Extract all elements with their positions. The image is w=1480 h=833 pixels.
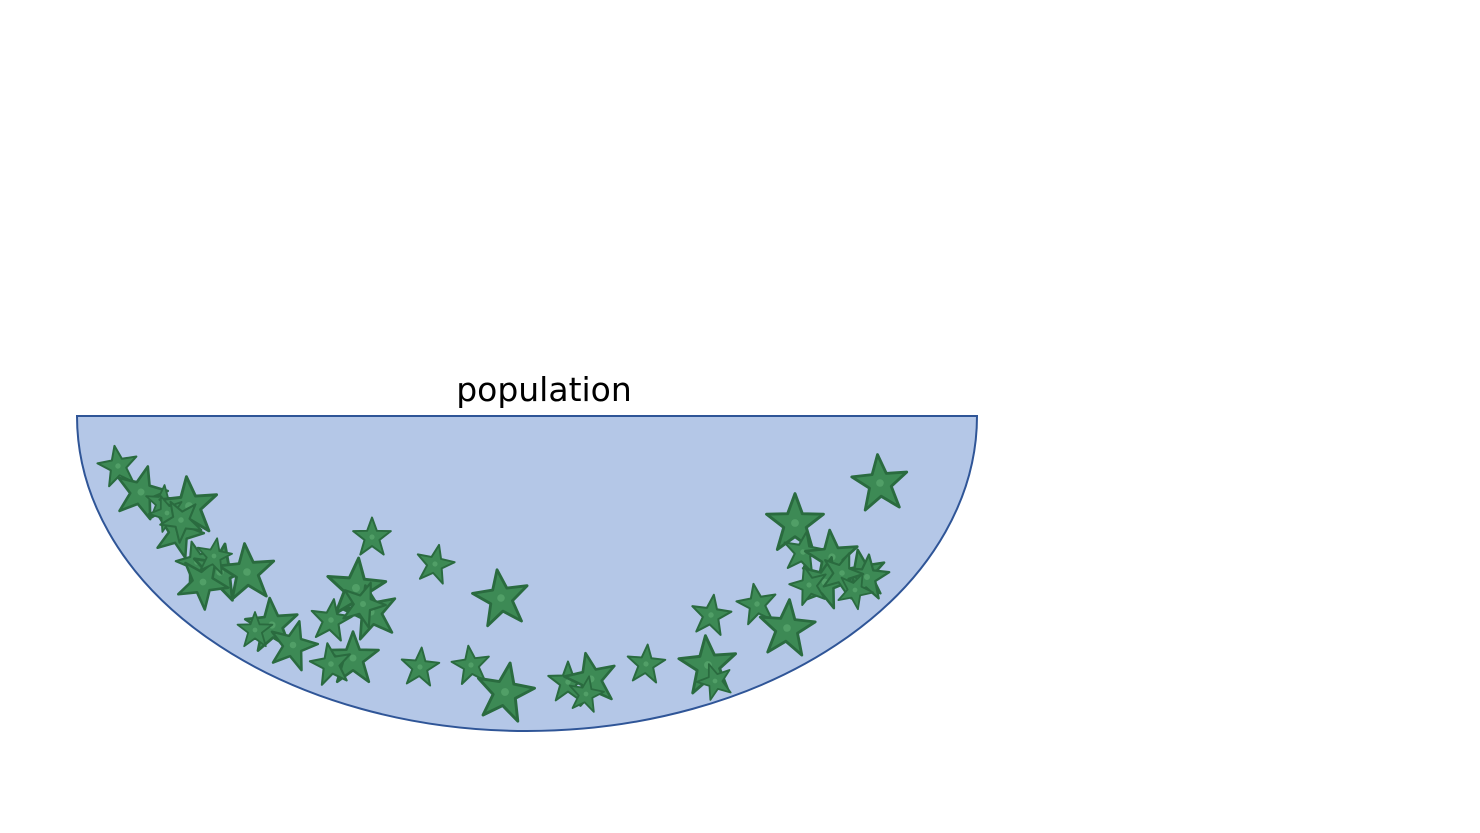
starfish-icon (470, 656, 540, 725)
starfish-icon (733, 579, 781, 627)
starfish-icon (398, 644, 442, 688)
starfish-group (94, 441, 912, 725)
starfish-icon (815, 545, 870, 599)
starfish-icon (352, 516, 392, 556)
starfish-icon (94, 441, 142, 489)
starfish-icon (784, 560, 833, 608)
starfish-icon (263, 613, 324, 674)
starfish-icon (848, 450, 912, 513)
starfish-icon (765, 492, 825, 551)
starfish-icon (108, 458, 174, 523)
starfish-icon (334, 574, 393, 632)
starfish-icon (687, 591, 735, 637)
starfish-icon (448, 642, 494, 686)
starfish-icon (215, 539, 279, 602)
starfish-icon (143, 489, 190, 536)
starfish-icon (565, 672, 608, 714)
starfish-icon (755, 595, 819, 658)
starfish-icon (306, 638, 356, 688)
starfish-icon (236, 611, 274, 648)
starfish-icon (842, 551, 892, 601)
starfish-icon (691, 657, 738, 704)
starfish-icon (323, 554, 390, 619)
starfish-icon (151, 490, 210, 548)
starfish-icon (193, 534, 236, 576)
starfish-icon (326, 630, 380, 684)
starfish-icon (547, 660, 589, 702)
starfish-icon (307, 595, 356, 643)
starfish-icon (468, 564, 534, 629)
starfish-icon (411, 540, 459, 587)
starfish-icon (624, 641, 668, 685)
starfish-icon (831, 565, 880, 613)
starfish-icon (168, 546, 239, 616)
population-label: population (456, 370, 632, 409)
